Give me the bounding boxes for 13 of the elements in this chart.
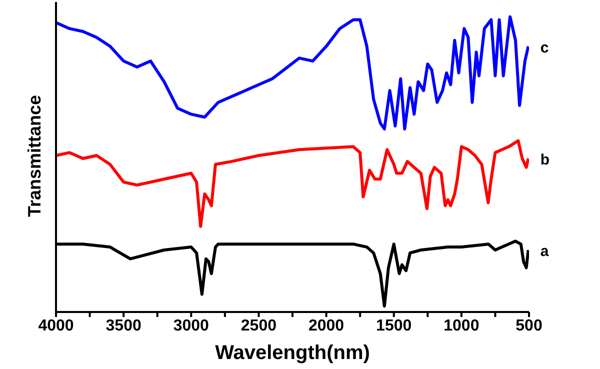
y-axis-title: Transmittance (24, 94, 44, 217)
x-tick-label: 1000 (444, 317, 480, 334)
x-tick-label: 3000 (173, 317, 210, 334)
x-tick-label: 3500 (106, 317, 142, 334)
x-tick-label: 500 (516, 317, 542, 334)
x-tick-label: 2500 (240, 317, 277, 334)
series-label: a (540, 243, 550, 260)
series-label: c (540, 39, 549, 56)
series-label: b (540, 151, 550, 168)
x-axis-title: Wavelength(nm) (215, 342, 370, 364)
x-tick-label: 4000 (38, 317, 74, 334)
x-tick-label: 1500 (376, 317, 412, 334)
x-tick-label: 2000 (308, 317, 344, 334)
